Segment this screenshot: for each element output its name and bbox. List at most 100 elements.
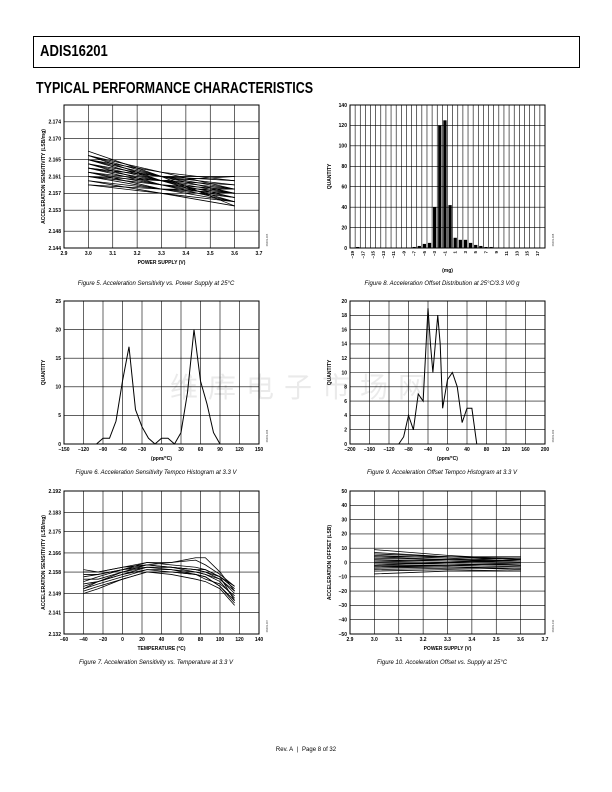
x-tick-label: 20: [139, 637, 145, 643]
x-tick-label: 3.0: [85, 251, 92, 257]
x-tick-label: 3.3: [158, 251, 165, 257]
y-tick-label: 40: [341, 205, 347, 211]
chart-svg: –150 –120 –90 –60 –30 0 30 60 90 120 150 0 5 10 15 20 25…: [41, 299, 269, 462]
x-tick-label: –15: [371, 251, 376, 259]
chart-svg: –200 –160 –120 –80 –40 0 40 80 120 160 200 0 2 4 6 8 10 1…: [327, 299, 555, 462]
bar--5: [422, 243, 427, 248]
x-tick-label: 120: [235, 447, 244, 453]
x-tick-label: –150: [58, 447, 69, 453]
series-line-23: [88, 167, 235, 177]
series-line-13: [374, 567, 521, 571]
x-axis-label: TEMPERATURE (°C): [137, 646, 185, 652]
plot-frame: [63, 104, 260, 249]
x-tick-label: –200: [344, 447, 355, 453]
y-tick-label: 2: [344, 428, 347, 434]
y-tick-label: 2.158: [48, 570, 61, 576]
x-tick-label: 150: [255, 447, 264, 453]
series-line-0: [64, 329, 259, 445]
x-tick-label: 3: [463, 251, 468, 254]
series-line-8: [83, 569, 235, 597]
x-tick-label: –17: [360, 251, 365, 259]
x-tick-label: 17: [535, 251, 540, 257]
y-tick-label: 140: [339, 103, 348, 109]
series-line-22: [88, 184, 235, 203]
y-tick-label: 0: [344, 560, 347, 566]
x-tick-label: 160: [521, 447, 530, 453]
plot-frame: [349, 104, 546, 249]
y-tick-label: 40: [341, 503, 347, 509]
x-tick-label: 40: [159, 637, 165, 643]
bar--7: [412, 246, 416, 248]
x-tick-label: 0: [446, 447, 449, 453]
x-tick-label: 60: [178, 637, 184, 643]
bar-6: [479, 245, 483, 248]
bar-0: [448, 205, 452, 248]
y-tick-label: 6: [344, 399, 347, 405]
x-tick-label: –120: [383, 447, 394, 453]
series-line-14: [374, 569, 521, 572]
y-axis-label: QUANTITY: [41, 359, 47, 385]
y-tick-label: 2.161: [48, 174, 61, 180]
figure-code: 06403-006: [265, 429, 269, 442]
plot-frame: [63, 300, 260, 445]
y-tick-label: 16: [341, 327, 347, 333]
chart-figure-5: 2.9 3.0 3.1 3.2 3.3 3.4 3.5 3.6 3.7 2.144 2.148 2.1…: [36, 100, 276, 282]
x-tick-label: 3.3: [444, 637, 451, 643]
x-tick-label: 3.6: [231, 251, 238, 257]
y-tick-label: 2.192: [48, 489, 61, 495]
series-line-3: [374, 554, 521, 562]
x-tick-label: –9: [401, 251, 406, 257]
x-axis-label: POWER SUPPLY (V): [424, 646, 472, 652]
series-line-11: [83, 571, 235, 601]
x-tick-label: 3.1: [109, 251, 116, 257]
series-line-6: [83, 571, 235, 606]
footer-separator: |: [296, 747, 299, 753]
x-tick-label: 0: [121, 637, 124, 643]
page-number: Page 8 of 32: [302, 747, 337, 753]
x-tick-label: 100: [216, 637, 225, 643]
bar--1: [443, 120, 447, 248]
y-tick-label: 2.141: [48, 610, 61, 616]
y-tick-label: 25: [55, 299, 61, 305]
x-axis-label: (ppm/°C): [151, 456, 172, 462]
x-tick-label: –90: [99, 447, 108, 453]
y-tick-label: 80: [341, 164, 347, 170]
y-tick-label: 20: [341, 299, 347, 305]
y-tick-label: 2.132: [48, 632, 61, 638]
y-tick-label: 2.170: [48, 136, 61, 142]
chart-figure-7: –60 –40 –20 0 20 40 60 80 100 120 140 2.132 2.141 2.1…: [36, 486, 276, 668]
y-tick-label: 100: [339, 144, 348, 150]
x-tick-label: 3.0: [371, 637, 378, 643]
figure-code: 06403-007: [265, 619, 269, 632]
y-tick-label: 4: [344, 413, 347, 419]
series-line-17: [374, 559, 521, 566]
bar--18: [356, 246, 360, 248]
series-line-12: [374, 566, 521, 571]
x-tick-label: 30: [178, 447, 184, 453]
chart-svg: –60 –40 –20 0 20 40 60 80 100 120 140 2.132 2.141 2.1…: [41, 489, 269, 652]
y-axis-label: QUANTITY: [327, 359, 333, 385]
x-tick-label: 3.1: [395, 637, 402, 643]
y-tick-label: 30: [341, 517, 347, 523]
chart-figure-10: 2.9 3.0 3.1 3.2 3.3 3.4 3.5 3.6 3.7 –50 –40 –30 –20 –…: [322, 486, 562, 668]
x-tick-label: 120: [235, 637, 244, 643]
bar--2: [438, 125, 442, 248]
x-tick-label: –30: [138, 447, 147, 453]
x-tick-label: –120: [78, 447, 89, 453]
y-tick-label: 10: [55, 385, 61, 391]
x-tick-label: –7: [412, 251, 417, 257]
x-tick-label: 140: [255, 637, 264, 643]
x-tick-label: –19: [350, 251, 355, 259]
x-tick-label: 200: [541, 447, 550, 453]
x-tick-label: 3.5: [207, 251, 214, 257]
x-tick-label: 3.2: [134, 251, 141, 257]
bar-4: [468, 242, 473, 248]
y-tick-label: 60: [341, 185, 347, 191]
x-tick-label: 60: [198, 447, 204, 453]
y-tick-label: 2.153: [48, 208, 61, 214]
bar--6: [417, 245, 421, 248]
y-tick-label: 2.183: [48, 510, 61, 516]
bar-3: [463, 239, 468, 248]
watermark: 维库电子市场网: [170, 371, 437, 404]
y-tick-label: 2.149: [48, 591, 61, 597]
